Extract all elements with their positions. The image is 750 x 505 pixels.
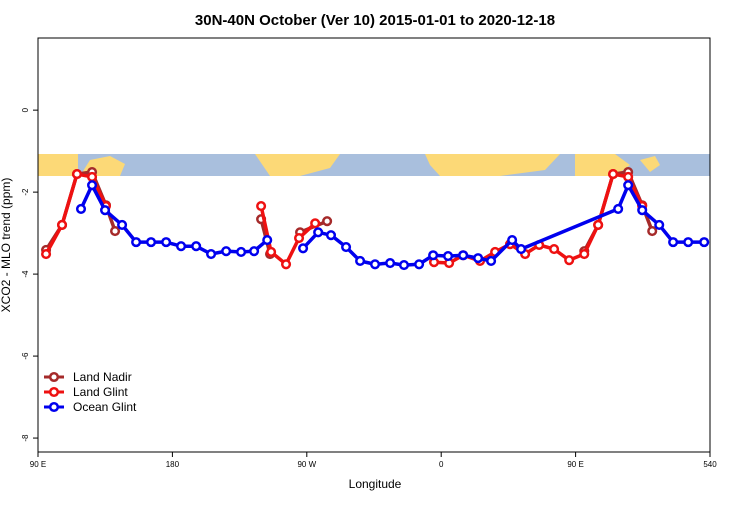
x-tick-label: 90 W	[297, 460, 316, 469]
data-point	[236, 246, 247, 258]
x-tick-label: 90 E	[567, 460, 583, 469]
data-point	[579, 248, 590, 260]
x-tick-label: 180	[166, 460, 180, 469]
series-line	[79, 183, 705, 267]
x-tick-label: 90 E	[30, 460, 46, 469]
data-point	[56, 219, 68, 230]
data-point	[262, 235, 273, 246]
data-point	[75, 203, 87, 214]
legend-label: Land Glint	[73, 385, 128, 399]
legend-label: Land Nadir	[73, 370, 132, 384]
data-point	[322, 216, 333, 227]
legend-label: Ocean Glint	[73, 400, 137, 414]
data-point	[249, 246, 260, 257]
data-point	[310, 218, 321, 229]
data-point	[647, 226, 658, 237]
data-point	[100, 205, 111, 216]
y-tick-label: -8	[21, 434, 30, 442]
x-tick-label: 0	[439, 460, 444, 469]
x-axis-label: Longitude	[349, 477, 402, 491]
data-point	[369, 259, 381, 270]
data-point	[473, 253, 484, 264]
data-point	[131, 237, 142, 248]
data-point	[161, 237, 172, 248]
y-tick-label: -2	[21, 188, 30, 196]
data-point	[355, 255, 366, 267]
data-point	[699, 237, 710, 248]
data-point	[206, 248, 217, 260]
data-point	[637, 205, 648, 216]
legend-marker	[48, 371, 60, 383]
data-point	[256, 201, 267, 212]
data-point	[608, 169, 619, 180]
data-point	[486, 255, 497, 267]
data-point	[221, 246, 232, 257]
legend-marker	[48, 401, 60, 413]
data-point	[87, 171, 98, 183]
legend-marker	[48, 386, 60, 398]
data-point	[385, 257, 396, 269]
data-point	[623, 171, 634, 183]
data-point	[613, 203, 624, 214]
data-point	[654, 219, 665, 230]
data-point	[117, 219, 128, 230]
data-point	[623, 180, 634, 191]
data-point	[298, 243, 309, 254]
data-point	[110, 226, 121, 237]
data-point	[341, 241, 352, 253]
data-point	[145, 237, 157, 248]
data-point	[87, 180, 98, 191]
data-point	[293, 232, 305, 244]
data-point	[191, 241, 202, 252]
data-point	[516, 244, 527, 255]
data-point	[593, 219, 604, 230]
y-tick-label: 0	[21, 107, 30, 112]
data-point	[280, 259, 292, 270]
data-point	[564, 255, 575, 266]
data-point	[313, 227, 324, 238]
data-point	[683, 237, 694, 248]
x-tick-label: 540	[703, 460, 717, 469]
data-point	[458, 250, 469, 261]
data-point	[176, 241, 187, 252]
data-point	[668, 237, 679, 248]
y-tick-label: -4	[21, 270, 30, 278]
data-point	[414, 259, 425, 270]
data-point	[398, 260, 410, 271]
data-point	[549, 244, 560, 255]
data-point	[71, 169, 83, 180]
data-point	[325, 230, 337, 241]
y-tick-label: -6	[21, 352, 30, 360]
data-point	[443, 251, 454, 262]
plot-frame	[37, 37, 711, 453]
data-point	[266, 246, 277, 258]
data-point	[41, 248, 52, 260]
chart-title: 30N-40N October (Ver 10) 2015-01-01 to 2…	[195, 12, 555, 29]
data-point	[507, 235, 518, 246]
y-axis-label: XCO2 - MLO trend (ppm)	[0, 178, 13, 313]
data-point	[428, 250, 439, 261]
